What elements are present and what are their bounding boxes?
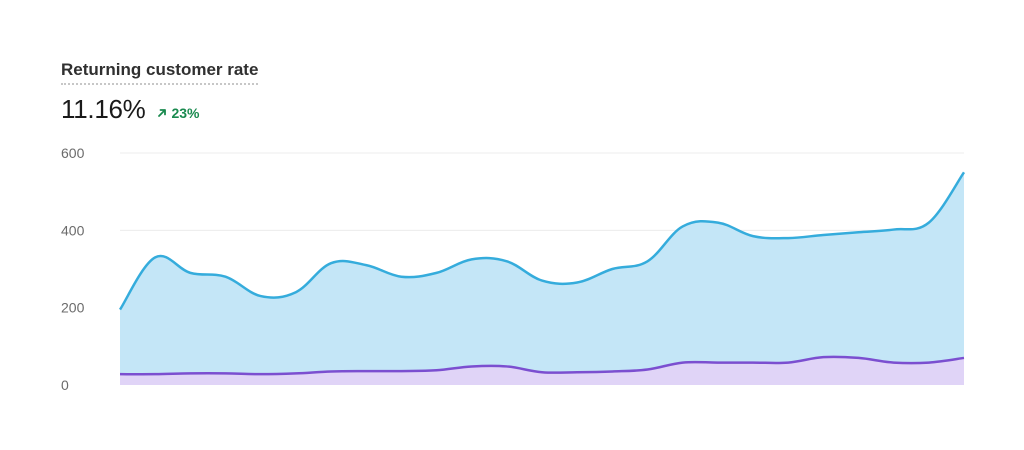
series-2-line [119, 355, 965, 376]
y-tick-label: 400 [61, 222, 85, 238]
series-1-line [118, 171, 966, 311]
y-axis-ticks: 600 400 200 0 [61, 145, 85, 393]
metric-change-value: 23% [171, 105, 200, 121]
series-2-area [120, 356, 964, 385]
metric-row: 11.16% 23% [61, 94, 199, 125]
y-tick-label: 200 [61, 300, 85, 316]
series-layer [118, 171, 966, 385]
arrow-up-right-icon [158, 109, 167, 117]
metric-change-badge: 23% [157, 105, 199, 121]
series-1-area [120, 172, 964, 385]
y-tick-label: 600 [61, 145, 85, 161]
y-tick-label: 0 [61, 377, 69, 393]
metric-value: 11.16% [61, 94, 146, 124]
metric-title[interactable]: Returning customer rate [61, 60, 259, 85]
